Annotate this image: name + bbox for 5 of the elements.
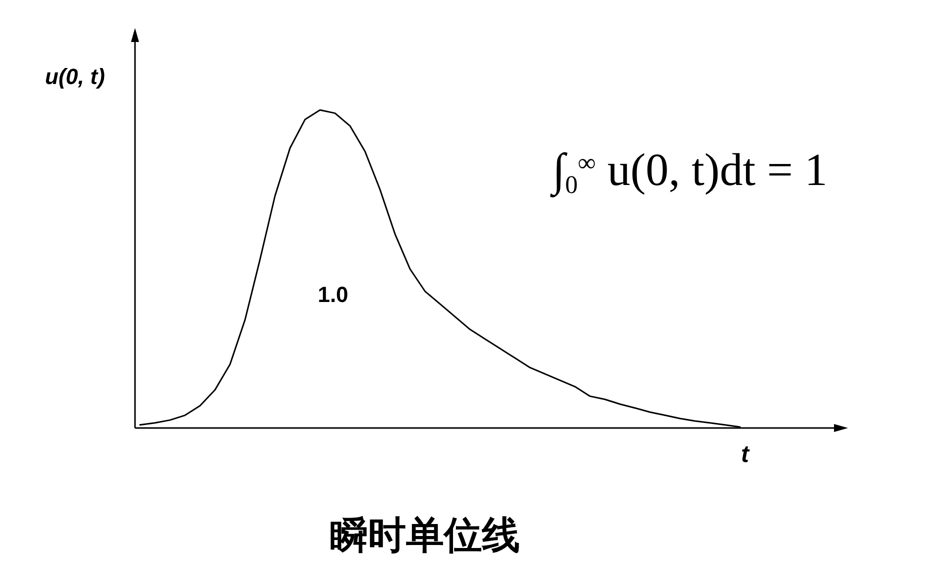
y-axis-title: u(0, t) [45, 64, 105, 89]
annotation: ∫$_{0}$$^{∞}$ u(0, t)dt = 1 [550, 144, 828, 198]
text: 瞬时单位线 [330, 515, 520, 557]
annotation: 1.0 [318, 282, 348, 307]
x-axis-title: t [741, 441, 750, 468]
